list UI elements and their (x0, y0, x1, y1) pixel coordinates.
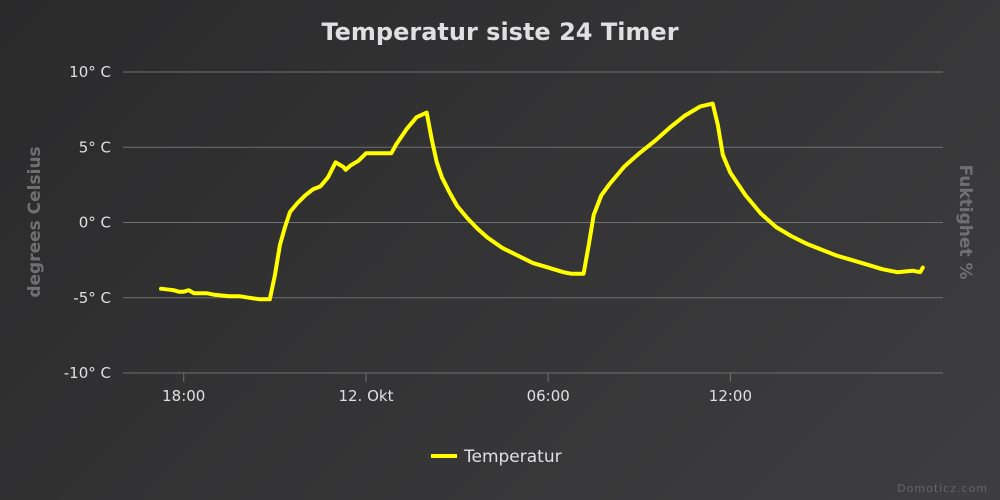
y-axis-title-right: Fuktighet % (955, 164, 975, 279)
y-tick-label: -10° C (64, 364, 111, 382)
y-tick-label: 5° C (79, 138, 111, 156)
x-tick-label: 18:00 (162, 387, 205, 405)
y-axis-ticks: 10° C 5° C 0° C -5° C -10° C (64, 63, 111, 382)
chart-title: Temperatur siste 24 Timer (321, 18, 678, 46)
credit-link[interactable]: Domoticz.com (897, 482, 988, 495)
series-group (159, 101, 925, 302)
y-tick-label: -5° C (73, 289, 111, 307)
y-tick-label: 10° C (69, 63, 111, 81)
x-tick-label: 06:00 (527, 387, 570, 405)
x-axis-ticks: 18:00 12. Okt 06:00 12:00 (162, 373, 752, 405)
x-tick-label: 12. Okt (338, 387, 393, 405)
legend[interactable]: Temperatur (431, 447, 562, 467)
x-tick-label: 12:00 (709, 387, 752, 405)
y-axis-title-left: degrees Celsius (25, 146, 45, 297)
y-tick-label: 0° C (79, 214, 111, 232)
legend-label-temperatur[interactable]: Temperatur (463, 447, 562, 467)
series-line-temperatur[interactable] (159, 101, 925, 302)
